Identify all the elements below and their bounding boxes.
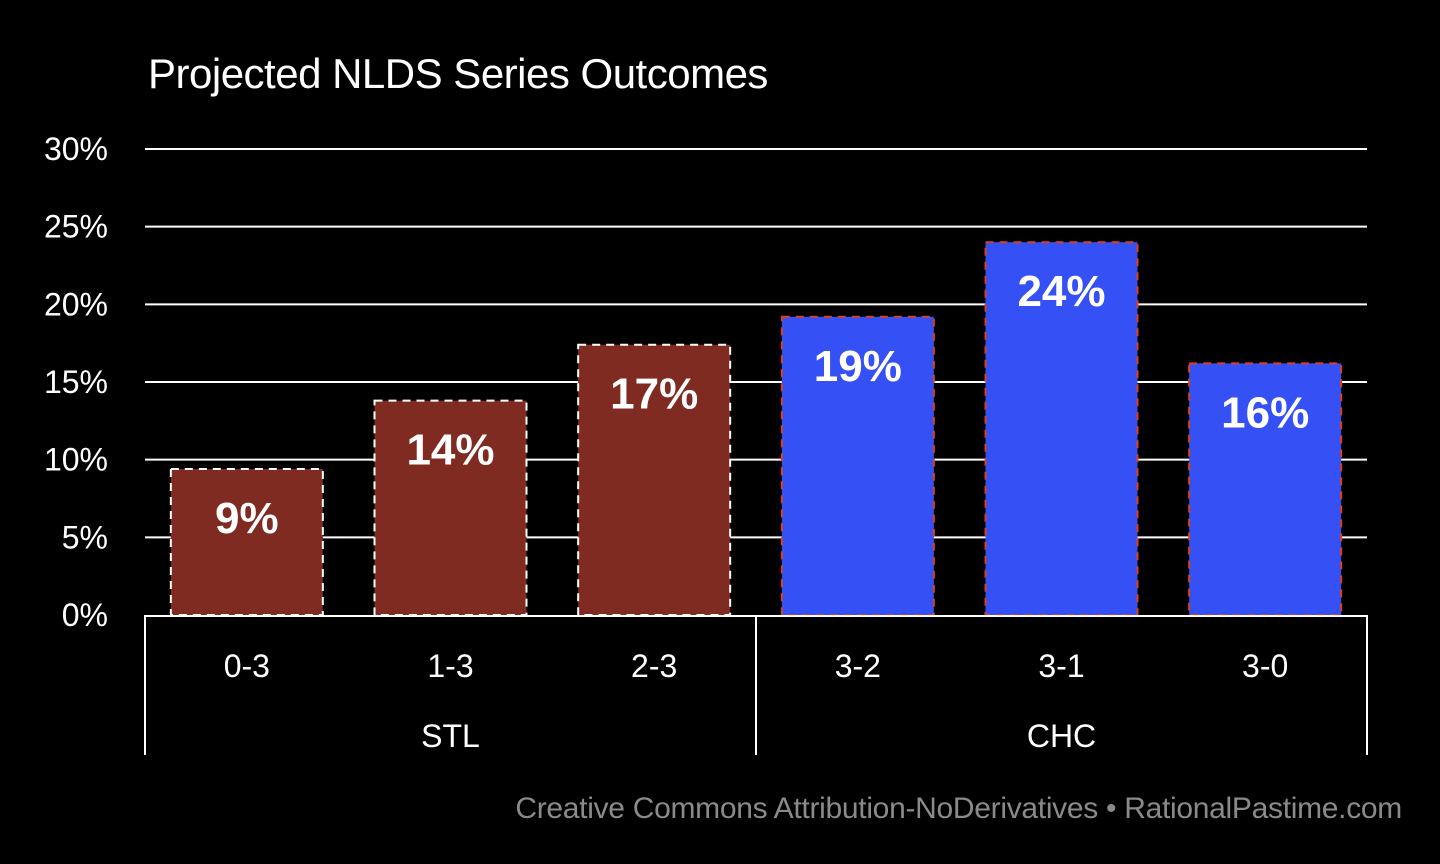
x-tick-label: 3-0 <box>1242 648 1288 684</box>
x-tick-label: 2-3 <box>631 648 677 684</box>
bar-3-2 <box>780 315 935 616</box>
x-tick-label: 0-3 <box>224 648 270 684</box>
y-tick-label: 20% <box>44 286 108 322</box>
data-label: 24% <box>1017 267 1105 316</box>
data-label: 16% <box>1221 388 1309 437</box>
bars <box>169 241 1343 617</box>
data-label: 9% <box>215 494 279 543</box>
x-tick-label: 1-3 <box>427 648 473 684</box>
bar-2-3 <box>577 343 732 616</box>
x-tick-label: 3-1 <box>1038 648 1084 684</box>
bar-3-1 <box>984 241 1139 616</box>
bar-1-3 <box>373 399 528 617</box>
y-tick-label: 25% <box>44 209 108 245</box>
y-tick-label: 15% <box>44 364 108 400</box>
group-label-chc: CHC <box>1027 718 1096 754</box>
gridlines <box>145 148 1367 539</box>
y-axis-ticks: 0% 5% 10% 15% 20% 25% 30% <box>44 131 108 633</box>
data-label: 14% <box>406 426 494 475</box>
attribution-footer: Creative Commons Attribution-NoDerivativ… <box>515 792 1402 825</box>
y-tick-label: 5% <box>62 519 108 555</box>
data-labels: 9% 14% 17% 19% 24% 16% <box>215 267 1309 543</box>
chart-title: Projected NLDS Series Outcomes <box>148 50 768 97</box>
y-tick-label: 0% <box>62 597 108 633</box>
y-tick-label: 10% <box>44 442 108 478</box>
group-label-stl: STL <box>421 718 480 754</box>
y-tick-label: 30% <box>44 131 108 167</box>
bar-3-0 <box>1188 362 1343 616</box>
x-tick-label: 3-2 <box>835 648 881 684</box>
data-label: 19% <box>814 342 902 391</box>
data-label: 17% <box>610 370 698 419</box>
x-axis: 0-3 1-3 2-3 3-2 3-1 3-0 STL CHC <box>144 615 1368 755</box>
bar-0-3 <box>169 467 324 616</box>
